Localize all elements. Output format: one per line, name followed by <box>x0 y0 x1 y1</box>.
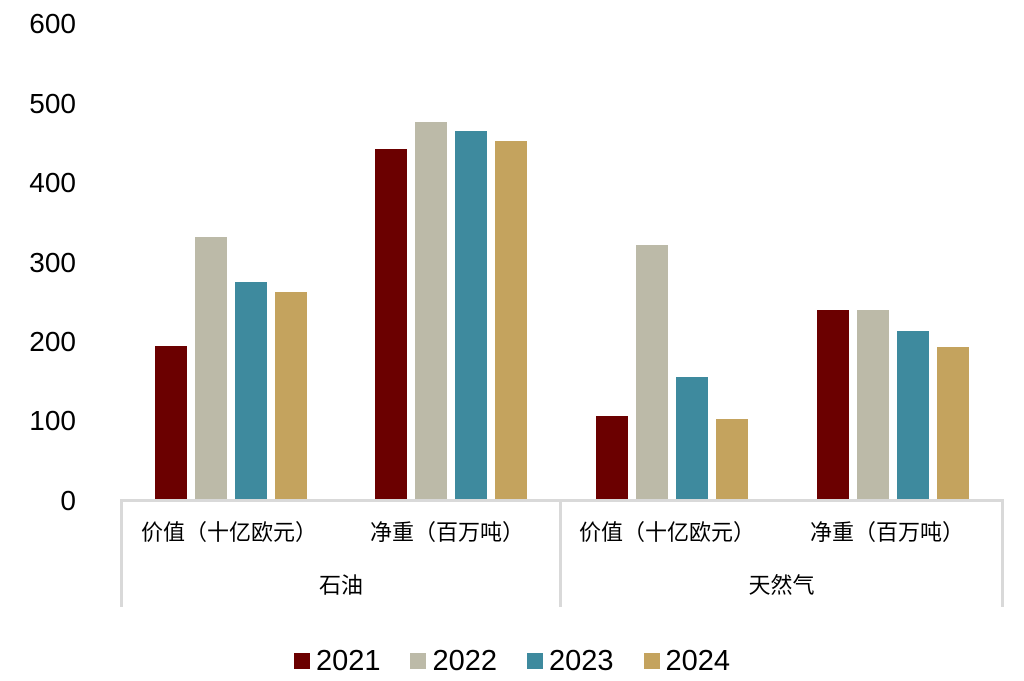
legend-item-2021: 2021 <box>293 644 381 678</box>
y-tick-100: 100 <box>29 405 76 436</box>
legend-swatch-2023 <box>527 653 543 669</box>
bar-2024-2 <box>716 419 748 500</box>
legend: 2021 2022 2023 2024 <box>0 644 1024 678</box>
bar-2024-3 <box>937 347 969 500</box>
bar-2021-0 <box>155 346 187 500</box>
bar-2021-2 <box>596 416 628 500</box>
bar-2024-0 <box>275 292 307 500</box>
category-label-gas-value: 价值（十亿欧元） <box>578 521 755 546</box>
legend-swatch-2022 <box>410 653 427 669</box>
group-divider-right <box>1001 499 1004 607</box>
y-tick-400: 400 <box>29 167 76 198</box>
group-label-gas: 天然气 <box>748 574 815 599</box>
legend-label-2024: 2024 <box>665 645 731 677</box>
legend-item-2024: 2024 <box>643 644 731 678</box>
group-divider-middle <box>559 499 562 607</box>
bar-2022-0 <box>195 237 227 500</box>
bar-2022-3 <box>857 310 889 500</box>
y-tick-500: 500 <box>29 88 76 119</box>
bar-2023-1 <box>455 131 487 500</box>
group-divider-left <box>120 499 123 607</box>
category-label-oil-weight: 净重（百万吨） <box>369 521 524 546</box>
y-tick-600: 600 <box>29 8 76 39</box>
bar-2023-2 <box>676 377 708 500</box>
bar-2024-1 <box>495 141 527 500</box>
legend-label-2023: 2023 <box>549 645 614 677</box>
group-label-oil: 石油 <box>318 574 363 599</box>
legend-swatch-2021 <box>293 653 310 669</box>
category-label-gas-weight: 净重（百万吨） <box>809 521 964 546</box>
legend-item-2022: 2022 <box>410 644 497 678</box>
bar-2022-1 <box>415 122 447 500</box>
bar-2021-1 <box>375 149 407 500</box>
bar-2023-3 <box>897 331 929 500</box>
bar-2023-0 <box>235 282 267 500</box>
y-tick-300: 300 <box>29 247 76 278</box>
legend-label-2021: 2021 <box>315 645 381 677</box>
category-label-oil-value: 价值（十亿欧元） <box>140 521 317 546</box>
y-tick-0: 0 <box>60 485 76 516</box>
legend-label-2022: 2022 <box>432 645 497 677</box>
bar-2022-2 <box>636 245 668 500</box>
y-tick-200: 200 <box>29 326 76 357</box>
legend-swatch-2024 <box>643 653 660 669</box>
x-axis-line <box>120 499 1004 502</box>
legend-item-2023: 2023 <box>527 644 614 678</box>
bar-2021-3 <box>817 310 849 500</box>
